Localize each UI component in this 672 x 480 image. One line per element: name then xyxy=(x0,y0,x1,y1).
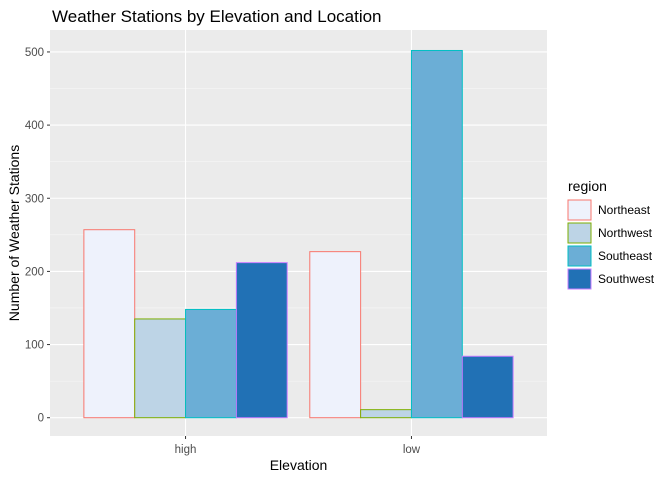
y-tick-label: 400 xyxy=(25,120,44,132)
legend-label-northeast: Northeast xyxy=(598,203,651,217)
bar-northwest-low xyxy=(360,409,412,419)
x-axis: high low xyxy=(175,436,421,456)
legend-label-southeast: Southeast xyxy=(598,249,653,263)
legend: region Northeast Northwest Southeast Southw… xyxy=(567,178,655,290)
y-tick-label: 500 xyxy=(25,47,44,59)
bar-northeast-high xyxy=(83,229,136,419)
bar-southwest-high xyxy=(235,262,288,419)
bar-southeast-high xyxy=(185,308,237,419)
legend-key-northeast xyxy=(567,199,592,221)
y-tick-label: 0 xyxy=(38,413,44,425)
x-tick-label: low xyxy=(403,444,421,456)
chart-title: Weather Stations by Elevation and Locati… xyxy=(52,7,382,26)
legend-label-northwest: Northwest xyxy=(598,226,653,240)
y-tick-label: 100 xyxy=(25,340,44,352)
y-tick-label: 200 xyxy=(25,266,44,278)
y-axis: 0 100 200 300 400 500 xyxy=(25,47,50,425)
bar-southwest-low xyxy=(461,355,514,419)
legend-label-southwest: Southwest xyxy=(598,272,655,286)
bar-northeast-low xyxy=(309,251,362,419)
bar-southeast-low xyxy=(410,49,463,419)
y-axis-title: Number of Weather Stations xyxy=(6,145,22,321)
x-axis-title: Elevation xyxy=(270,457,328,473)
x-tick-label: high xyxy=(175,444,197,456)
legend-key-northwest xyxy=(567,222,592,244)
legend-key-southeast xyxy=(567,245,592,267)
legend-key-southwest xyxy=(567,268,592,290)
bar-northwest-high xyxy=(134,318,187,419)
y-tick-label: 300 xyxy=(25,193,44,205)
bars xyxy=(83,49,514,419)
legend-title: region xyxy=(568,178,607,194)
legend-items: Northeast Northwest Southeast Southwest xyxy=(567,199,655,290)
